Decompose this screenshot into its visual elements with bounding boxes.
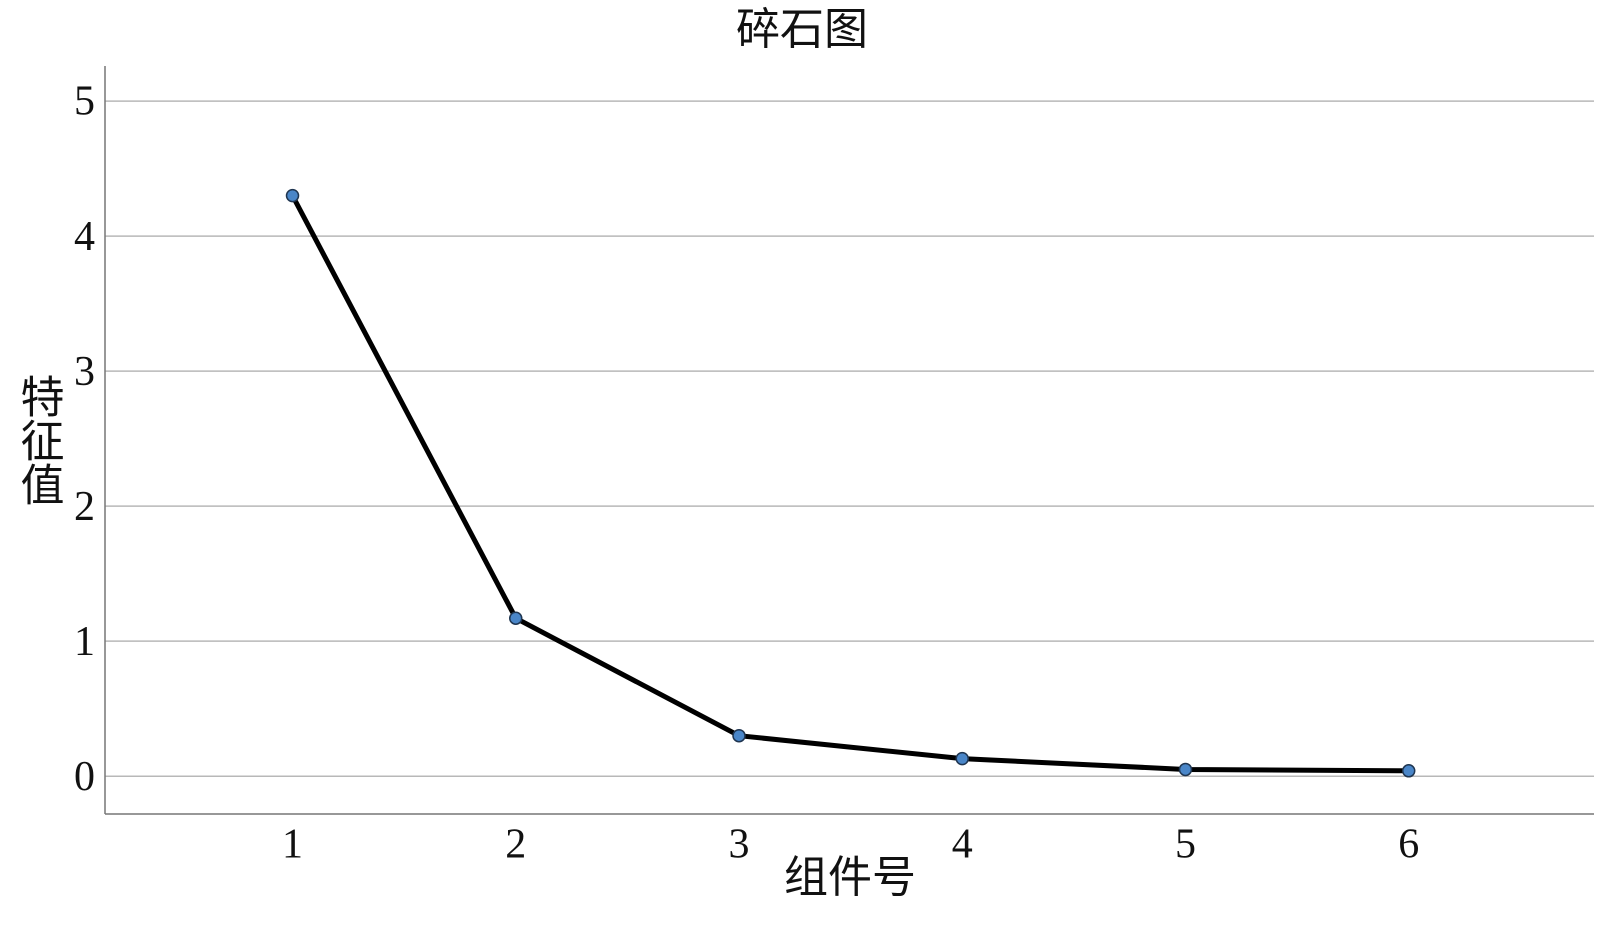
y-tick-label: 0 [74, 754, 95, 800]
data-point [1178, 762, 1193, 777]
y-tick-label: 4 [74, 214, 95, 260]
y-tick-label: 5 [74, 79, 95, 125]
data-point [955, 751, 969, 766]
x-tick-label: 2 [505, 822, 526, 868]
x-axis-title: 组件号 [784, 853, 916, 902]
series-line [290, 194, 1409, 774]
x-tick-label: 3 [728, 822, 749, 868]
x-tick-label: 6 [1398, 822, 1419, 868]
y-axis-title: 特征值 [14, 374, 64, 506]
y-tick-label: 3 [74, 349, 95, 395]
data-point [1401, 764, 1416, 778]
data-point [732, 728, 746, 743]
y-tick-label: 1 [74, 619, 95, 665]
chart-title: 碎石图 [736, 5, 868, 54]
x-tick-label: 5 [1175, 822, 1196, 868]
data-point [285, 188, 300, 203]
data-point [509, 611, 523, 625]
y-tick-label: 2 [74, 484, 95, 530]
x-tick-label: 1 [282, 822, 303, 868]
x-tick-label: 4 [952, 822, 973, 868]
